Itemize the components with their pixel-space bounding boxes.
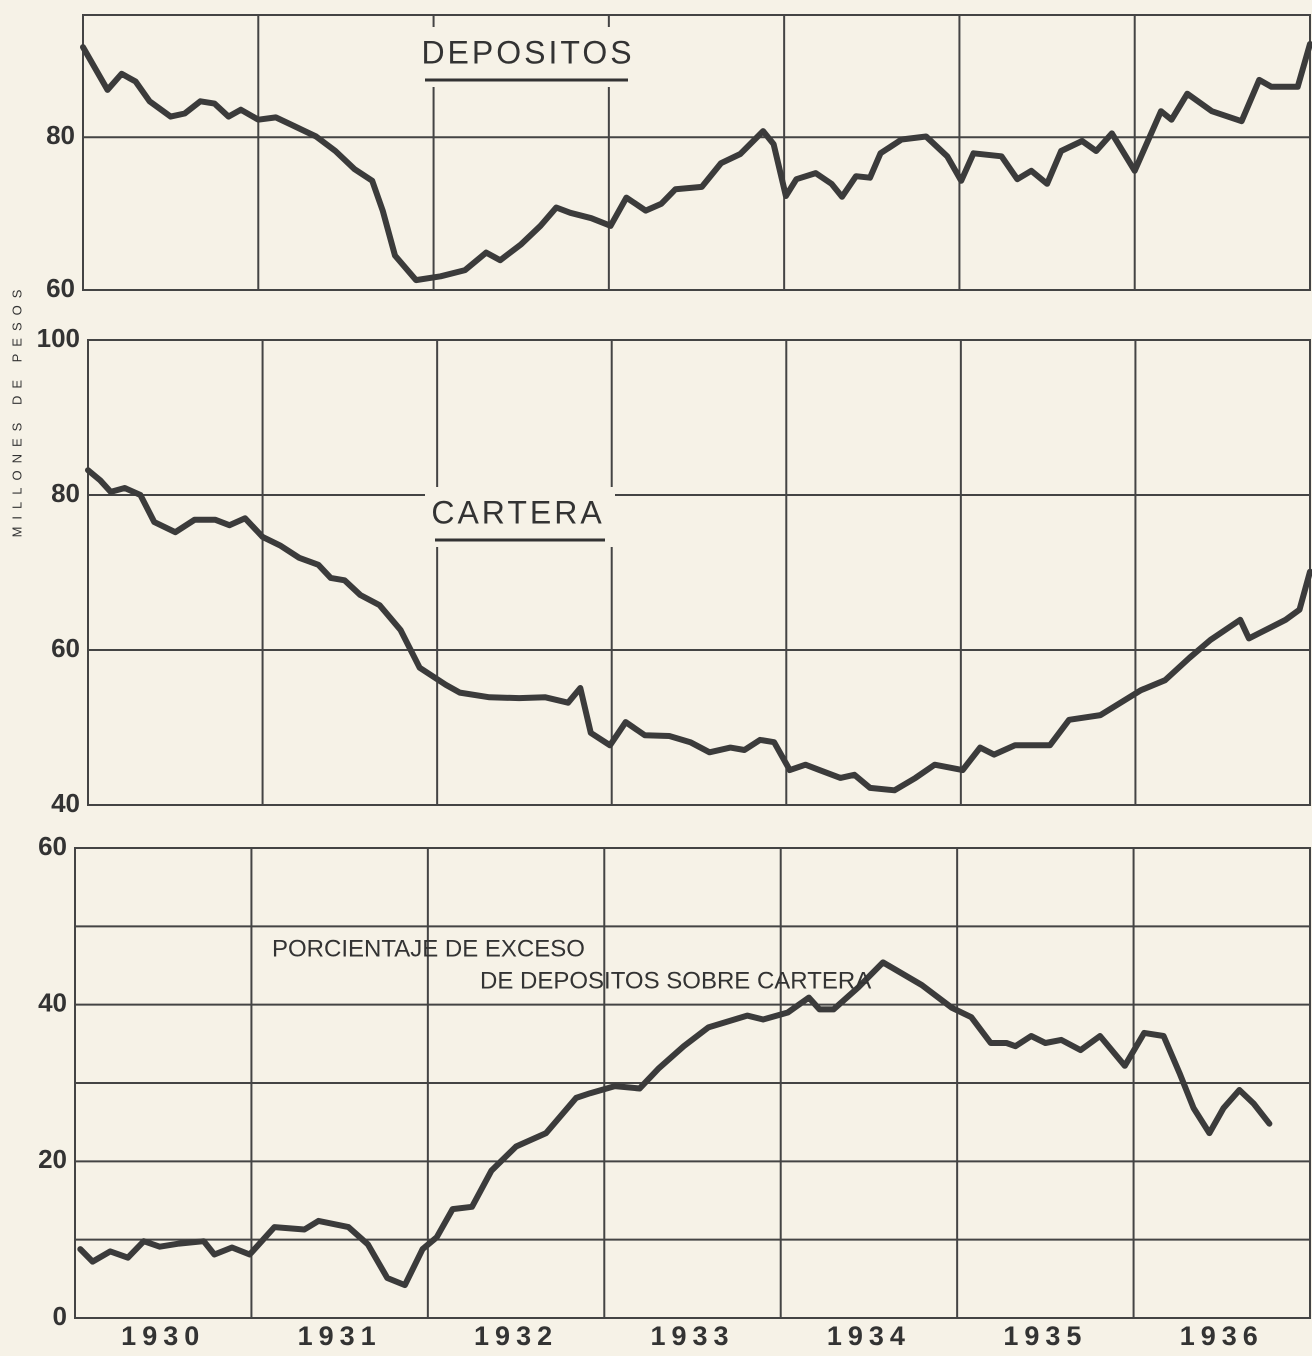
x-tick-label: 1930 [121,1321,205,1351]
y-tick-label: 60 [51,633,80,663]
chart-title: DEPOSITOS [421,34,634,70]
x-tick-label: 1932 [474,1321,558,1351]
y-tick-label: 100 [37,323,80,353]
x-tick-label: 1933 [650,1321,734,1351]
x-tick-label: 1934 [827,1321,911,1351]
y-tick-label: 40 [38,988,67,1018]
y-tick-label: 60 [46,273,75,303]
y-tick-label: 40 [51,788,80,818]
y-tick-label: 80 [46,120,75,150]
x-tick-label: 1931 [298,1321,382,1351]
x-tick-label: 1935 [1003,1321,1087,1351]
data-line [85,467,1312,794]
data-line [80,41,1312,284]
data-line [77,959,1273,1289]
y-tick-label: 60 [38,831,67,861]
annotation: DE DEPOSITOS SOBRE CARTERA [480,967,871,994]
plot-frame [87,339,1311,806]
x-tick-label: 1936 [1180,1321,1264,1351]
title-background [425,487,615,547]
y-tick-label: 20 [38,1144,67,1174]
y-axis-label: MILLONES DE PESOS [9,283,24,538]
chart-title: CARTERA [431,494,604,530]
annotation: PORCIENTAJE DE EXCESO [272,935,585,962]
y-tick-label: 80 [51,478,80,508]
y-tick-label: 0 [53,1301,67,1331]
title-background [415,27,638,87]
